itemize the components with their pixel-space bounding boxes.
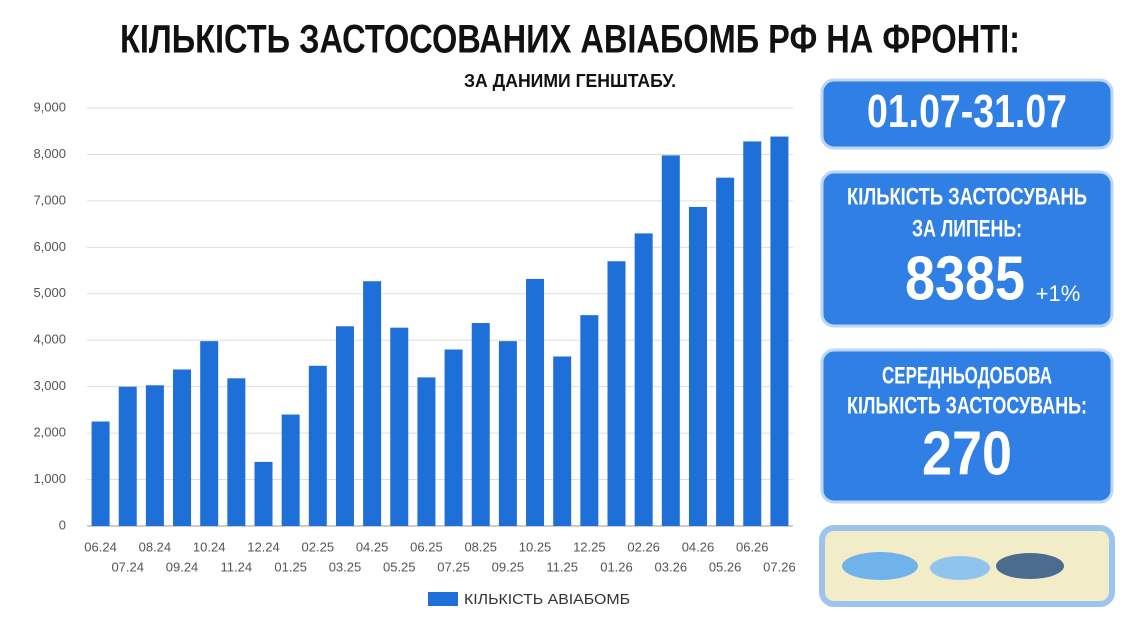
change: +1%	[1036, 281, 1081, 306]
bar	[254, 461, 273, 526]
x-tick-label: 03.25	[329, 559, 362, 574]
legend-label: КІЛЬКІСТЬ АВІАБОМБ	[464, 591, 630, 608]
x-tick-label: 07.26	[763, 559, 796, 574]
bar	[335, 326, 354, 526]
y-tick-label: 4,000	[33, 332, 66, 347]
bar	[417, 377, 436, 526]
y-tick-label: 9,000	[33, 99, 66, 114]
x-tick-label: 01.25	[274, 559, 307, 574]
daily-panel	[820, 348, 1114, 504]
bar	[770, 136, 789, 526]
daily-value: 270	[922, 419, 1012, 488]
total-label: ЗА ЛИПЕНЬ:	[912, 215, 1022, 242]
x-tick-label: 05.25	[383, 559, 416, 574]
x-tick-label: 06.24	[84, 539, 117, 554]
y-tick-label: 8,000	[33, 146, 66, 161]
decorative-image	[930, 556, 990, 580]
bar	[471, 323, 490, 526]
total-label: КІЛЬКІСТЬ ЗАСТОСУВАНЬ	[847, 183, 1087, 210]
bar	[200, 341, 219, 526]
y-tick-label: 2,000	[33, 425, 66, 440]
bar	[526, 278, 545, 526]
period-panel	[820, 78, 1114, 150]
bar	[580, 315, 599, 526]
x-tick-label: 07.25	[437, 559, 470, 574]
bar	[281, 414, 300, 526]
decorative-image	[996, 553, 1064, 579]
x-tick-label: 04.25	[356, 539, 389, 554]
bar	[444, 349, 463, 526]
x-tick-label: 08.24	[139, 539, 172, 554]
x-tick-label: 02.25	[302, 539, 335, 554]
x-tick-label: 03.26	[655, 559, 688, 574]
bar	[716, 177, 735, 526]
x-tick-label: 04.26	[682, 539, 715, 554]
y-tick-label: 0	[59, 517, 66, 532]
x-tick-label: 01.26	[600, 559, 633, 574]
bar	[688, 206, 707, 526]
bar	[634, 233, 653, 526]
chart-subtitle: ЗА ДАНИМИ ГЕНШТАБУ.	[464, 71, 676, 91]
y-tick-label: 6,000	[33, 239, 66, 254]
x-tick-label: 12.25	[573, 539, 606, 554]
daily-label: КІЛЬКІСТЬ ЗАСТОСУВАНЬ:	[847, 392, 1087, 419]
x-tick-label: 05.26	[709, 559, 742, 574]
x-tick-label: 02.26	[627, 539, 660, 554]
x-tick-label: 06.26	[736, 539, 769, 554]
bar	[661, 155, 680, 526]
x-tick-label: 10.25	[519, 539, 552, 554]
bar	[118, 386, 137, 526]
bar	[227, 378, 246, 526]
daily-label: СЕРЕДНЬОДОБОВА	[882, 362, 1052, 389]
y-tick-label: 7,000	[33, 192, 66, 207]
x-tick-label: 08.25	[464, 539, 497, 554]
total-panel	[820, 170, 1114, 328]
y-tick-label: 3,000	[33, 378, 66, 393]
period: 01.07-31.07	[867, 85, 1067, 137]
bar	[308, 365, 327, 526]
y-tick-label: 5,000	[33, 285, 66, 300]
legend-swatch	[428, 592, 458, 606]
bar	[607, 261, 626, 526]
y-tick-label: 1,000	[33, 471, 66, 486]
total-value: 8385	[905, 244, 1025, 313]
bar	[363, 281, 382, 526]
bar	[173, 369, 192, 526]
bar	[553, 356, 572, 526]
x-tick-label: 07.24	[111, 559, 144, 574]
x-tick-label: 12.24	[247, 539, 280, 554]
x-tick-label: 11.25	[546, 559, 578, 574]
bar	[390, 327, 409, 526]
bar	[145, 385, 164, 526]
x-tick-label: 10.24	[193, 539, 226, 554]
x-tick-label: 06.25	[410, 539, 443, 554]
x-tick-label: 11.24	[221, 559, 253, 574]
bar	[91, 421, 110, 526]
chart-title: КІЛЬКІСТЬ ЗАСТОСОВАНИХ АВІАБОМБ РФ НА ФР…	[120, 18, 1020, 62]
x-tick-label: 09.25	[492, 559, 525, 574]
x-tick-label: 09.24	[166, 559, 199, 574]
decorative-image	[842, 552, 918, 580]
bar	[498, 341, 517, 526]
bar	[743, 141, 762, 526]
